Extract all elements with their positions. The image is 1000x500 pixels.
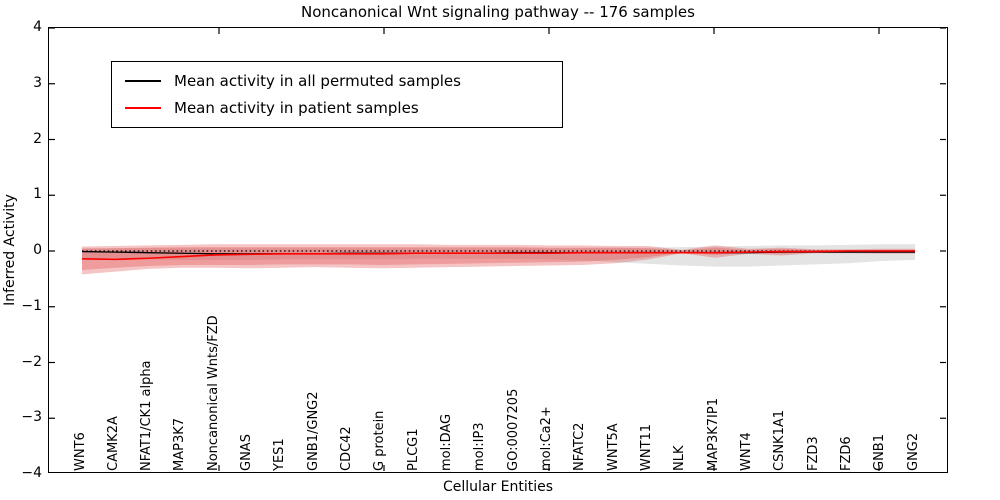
x-tick-label-nfatc2: NFATC2 — [572, 422, 588, 471]
x-tick-label-nfat1-ck1-alpha: NFAT1/CK1 alpha — [139, 360, 155, 471]
x-tick-label-gnb1: GNB1 — [872, 434, 888, 471]
x-tick-label-mol-dag: mol:DAG — [439, 413, 455, 471]
x-tick-label-gnas: GNAS — [239, 434, 255, 471]
legend-label-permuted: Mean activity in all permuted samples — [174, 71, 461, 90]
x-tick-label-fzd6: FZD6 — [838, 436, 854, 471]
x-tick-label-csnk1a1: CSNK1A1 — [772, 409, 788, 471]
x-tick-label-plcg1: PLCG1 — [405, 428, 421, 471]
y-axis-title: Inferred Activity — [2, 194, 18, 306]
y-tick-label--4: −4 — [21, 465, 42, 481]
x-tick-label-map3k7ip1: MAP3K7IP1 — [705, 398, 721, 471]
x-tick-label-yes1: YES1 — [272, 438, 288, 471]
x-tick-label-gng2: GNG2 — [905, 432, 921, 471]
legend-line-black — [125, 79, 161, 82]
x-tick-label-go-0007205: GO:0007205 — [505, 388, 521, 471]
y-tick-label--1: −1 — [21, 297, 42, 314]
y-tick-label-3: 3 — [33, 74, 42, 91]
chart-title: Noncanonical Wnt signaling pathway -- 17… — [301, 3, 695, 21]
x-tick-label-noncanonical-wnts-fzd: Noncanonical Wnts/FZD — [205, 315, 221, 471]
x-tick-label-mol-ip3: mol:IP3 — [472, 422, 488, 471]
band-permuted-samples-ci — [82, 244, 915, 267]
y-tick-label-1: 1 — [33, 186, 42, 203]
y-tick-label--3: −3 — [21, 409, 42, 426]
x-tick-label-g-protein: G protein — [372, 410, 388, 471]
x-tick-label-fzd3: FZD3 — [805, 436, 821, 471]
x-tick-label-nlk: NLK — [672, 445, 688, 472]
legend-box: Mean activity in all permuted samples Me… — [111, 61, 563, 128]
y-tick-label--2: −2 — [21, 353, 42, 370]
x-tick-label-map3k7: MAP3K7 — [172, 417, 188, 471]
y-tick-label-2: 2 — [33, 130, 42, 147]
x-tick-label-wnt5a: WNT5A — [605, 423, 621, 471]
plot-canvas — [49, 28, 946, 471]
x-axis-title: Cellular Entities — [442, 479, 554, 495]
legend-item-permuted: Mean activity in all permuted samples — [112, 67, 562, 94]
line-mean-activity-in-patient-samples — [81, 250, 915, 261]
legend-item-patient: Mean activity in patient samples — [112, 94, 562, 121]
band-patient-samples-ci-outer — [82, 244, 915, 275]
y-tick-label-0: 0 — [33, 242, 42, 258]
x-tick-label-wnt4: WNT4 — [738, 432, 754, 471]
x-tick-label-wnt11: WNT11 — [638, 423, 654, 471]
legend-label-patient: Mean activity in patient samples — [174, 98, 419, 117]
x-tick-label-mol-ca2-: mol:Ca2+ — [538, 406, 554, 471]
x-tick-label-wnt6: WNT6 — [72, 432, 88, 471]
x-tick-label-camk2a: CAMK2A — [105, 416, 121, 471]
y-tick-label-4: 4 — [33, 19, 42, 35]
plot-area: Mean activity in all permuted samples Me… — [48, 27, 948, 473]
x-tick-label-cdc42: CDC42 — [339, 426, 355, 471]
x-tick-label-gnb1-gng2: GNB1/GNG2 — [305, 391, 321, 471]
legend-line-red — [125, 106, 161, 109]
